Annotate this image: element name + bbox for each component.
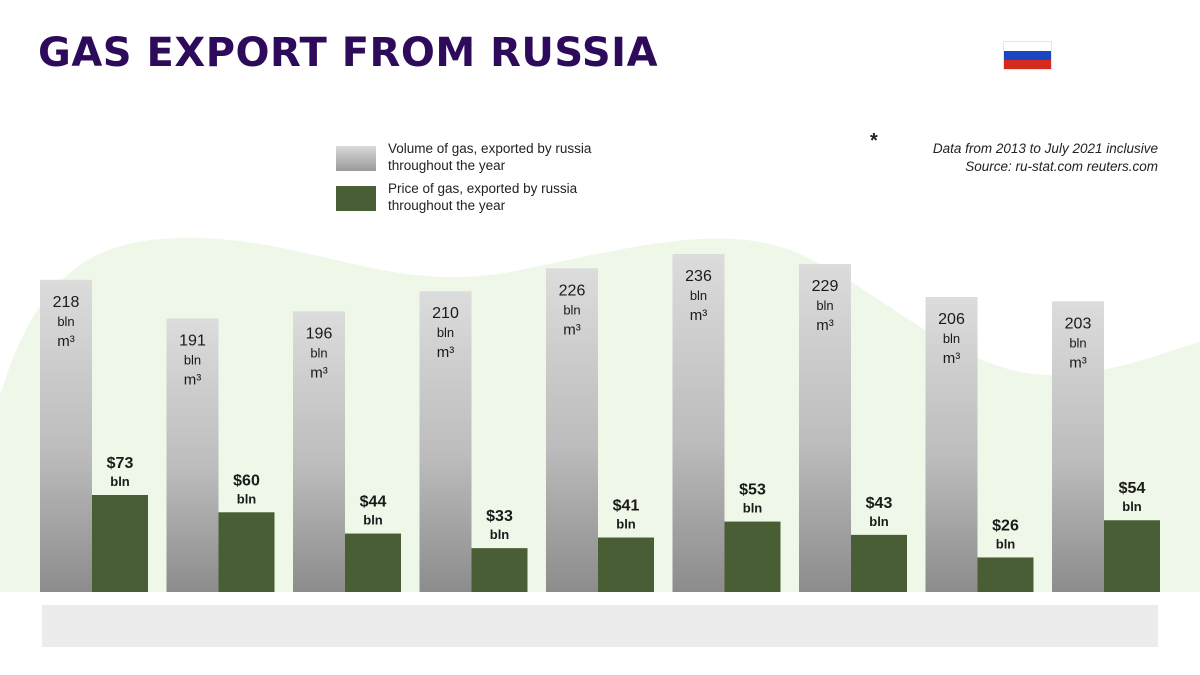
price-unit-label: bln [869, 514, 889, 529]
price-bar [598, 537, 654, 592]
price-unit-label: bln [616, 517, 636, 532]
price-label: $44 [360, 494, 387, 511]
volume-unit-label: bln [816, 298, 833, 313]
year-axis-band [42, 605, 1158, 647]
volume-label: 229 [812, 278, 839, 295]
volume-unit-label: bln [310, 345, 327, 360]
price-unit-label: bln [1122, 499, 1142, 514]
volume-unit-label: bln [690, 288, 707, 303]
legend-volume-line2: throughout the year [388, 158, 506, 173]
volume-label: 206 [938, 311, 965, 328]
legend-price-line2: throughout the year [388, 198, 506, 213]
volume-unit-label: m³ [57, 333, 75, 350]
page-title: GAS EXPORT FROM RUSSIA [38, 30, 659, 76]
footnote: Data from 2013 to July 2021 inclusive So… [933, 140, 1158, 176]
volume-unit-label: m³ [1069, 354, 1087, 371]
legend-swatch-price [336, 186, 376, 211]
volume-unit-label: bln [57, 314, 74, 329]
price-label: $73 [107, 455, 134, 472]
volume-bar [40, 279, 92, 592]
volume-bar [293, 311, 345, 592]
price-label: $33 [486, 508, 513, 525]
volume-bar [1052, 301, 1104, 592]
price-label: $53 [739, 482, 766, 499]
volume-label: 218 [53, 294, 80, 311]
price-bar [724, 521, 781, 592]
russia-flag-icon [1004, 42, 1051, 69]
volume-bar [166, 318, 219, 592]
volume-label: 196 [306, 325, 333, 342]
price-bar [92, 495, 148, 592]
price-bar [851, 534, 907, 592]
legend-label-price: Price of gas, exported by russia through… [388, 180, 638, 214]
footnote-line1: Data from 2013 to July 2021 inclusive [932, 141, 1158, 156]
price-unit-label: bln [237, 491, 257, 506]
volume-label: 203 [1065, 315, 1092, 332]
legend-swatch-volume [336, 146, 376, 171]
volume-unit-label: m³ [943, 350, 961, 367]
price-label: $26 [992, 517, 1019, 534]
legend-price-line1: Price of gas, exported by russia [388, 181, 578, 196]
price-label: $54 [1119, 480, 1146, 497]
volume-bar [925, 296, 978, 592]
legend-label-volume: Volume of gas, exported by russia throug… [388, 140, 638, 174]
price-bar [1104, 520, 1160, 592]
price-unit-label: bln [490, 527, 510, 542]
volume-unit-label: m³ [310, 364, 328, 381]
price-label: $43 [866, 495, 893, 512]
volume-unit-label: m³ [816, 317, 834, 334]
volume-label: 191 [179, 332, 206, 349]
volume-unit-label: bln [184, 352, 201, 367]
volume-unit-label: m³ [184, 371, 202, 388]
volume-unit-label: m³ [437, 344, 455, 361]
volume-unit-label: m³ [563, 321, 581, 338]
price-unit-label: bln [996, 536, 1016, 551]
volume-unit-label: bln [1069, 335, 1086, 350]
price-unit-label: bln [363, 513, 383, 528]
volume-unit-label: bln [437, 325, 454, 340]
price-unit-label: bln [110, 474, 130, 489]
footnote-star: * [870, 130, 878, 152]
volume-label: 210 [432, 305, 459, 322]
volume-label: 226 [559, 282, 586, 299]
price-bar [345, 533, 401, 592]
volume-bar [419, 291, 472, 592]
price-bar [977, 557, 1034, 592]
volume-bar [672, 254, 725, 592]
volume-label: 236 [685, 268, 712, 285]
volume-bar [799, 264, 851, 592]
price-bar [471, 548, 528, 592]
price-bar [218, 512, 275, 592]
legend-volume-line1: Volume of gas, exported by russia [388, 141, 592, 156]
volume-bar [546, 268, 598, 592]
price-label: $60 [233, 472, 260, 489]
price-label: $41 [613, 498, 640, 515]
footnote-line2: Source: ru-stat.com reuters.com [965, 159, 1158, 174]
volume-unit-label: bln [943, 331, 960, 346]
volume-unit-label: m³ [690, 307, 708, 324]
volume-unit-label: bln [563, 302, 580, 317]
price-unit-label: bln [743, 501, 763, 516]
